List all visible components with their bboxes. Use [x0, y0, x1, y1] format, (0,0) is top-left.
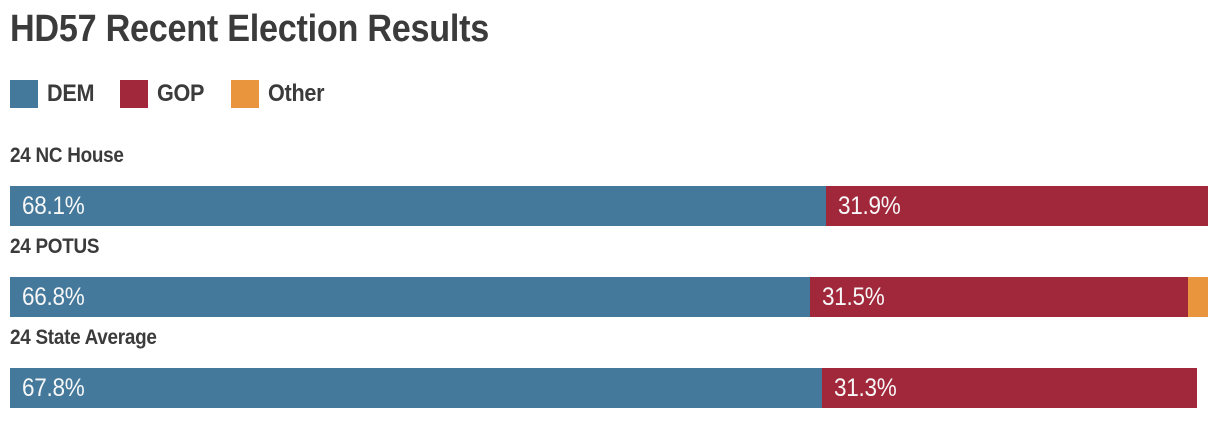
bar-segment-other [1187, 277, 1208, 317]
bar-segment-gop: 31.9% [825, 186, 1208, 226]
legend: DEM GOP Other [10, 80, 1220, 108]
election-results-chart: HD57 Recent Election Results DEM GOP Other… [0, 8, 1220, 408]
legend-swatch-gop [120, 80, 149, 108]
segment-value-label: 68.1% [10, 186, 826, 226]
segment-value-label: 31.3% [822, 368, 1197, 408]
segment-value-label: 31.9% [826, 186, 1208, 226]
segment-value-text: 31.9% [837, 192, 901, 220]
row-label: 24 State Average [10, 327, 1208, 348]
legend-item-gop: GOP [120, 80, 209, 108]
segment-value-label: 31.5% [810, 277, 1187, 317]
legend-swatch-other [230, 80, 259, 108]
bar-row: 24 State Average 67.8% 31.3% [10, 327, 1208, 408]
segment-value-text: 68.1% [22, 192, 85, 220]
legend-item-other: Other [230, 80, 331, 108]
bar-segment-dem: 66.8% [10, 277, 811, 317]
segment-value-text: 67.8% [22, 374, 85, 402]
bar-segment-gop: 31.5% [810, 277, 1188, 317]
legend-swatch-dem [10, 80, 38, 108]
row-label: 24 NC House [10, 145, 1208, 166]
row-label-text: 24 State Average [10, 326, 157, 349]
legend-label: GOP [157, 80, 209, 108]
bar-segment-dem: 68.1% [10, 186, 826, 226]
legend-label-text: Other [267, 80, 325, 107]
segment-value-label: 66.8% [10, 277, 810, 317]
stacked-bar: 68.1% 31.9% [10, 186, 1208, 226]
legend-label: DEM [47, 80, 99, 108]
legend-item-dem: DEM [10, 80, 99, 108]
segment-value-text: 66.8% [22, 283, 85, 311]
bar-row: 24 NC House 68.1% 31.9% [10, 145, 1208, 226]
bar-rows: 24 NC House 68.1% 31.9% 24 POTUS 66.8% 31.5% 2… [10, 145, 1208, 408]
legend-label: Other [268, 80, 331, 108]
bar-segment-dem: 67.8% [10, 368, 823, 408]
bar-row: 24 POTUS 66.8% 31.5% [10, 236, 1208, 317]
stacked-bar: 66.8% 31.5% [10, 277, 1208, 317]
legend-label-text: DEM [47, 80, 95, 107]
chart-title-text: HD57 Recent Election Results [10, 8, 489, 50]
row-label-text: 24 NC House [10, 144, 124, 167]
segment-value-label: 67.8% [10, 368, 822, 408]
segment-value-text: 31.3% [834, 374, 897, 402]
legend-label-text: GOP [157, 80, 205, 107]
bar-segment-gop: 31.3% [822, 368, 1198, 408]
page-title: HD57 Recent Election Results [10, 8, 1220, 50]
stacked-bar: 67.8% 31.3% [10, 368, 1208, 408]
row-label: 24 POTUS [10, 236, 1208, 257]
row-label-text: 24 POTUS [10, 235, 100, 258]
segment-value-text: 31.5% [822, 283, 885, 311]
